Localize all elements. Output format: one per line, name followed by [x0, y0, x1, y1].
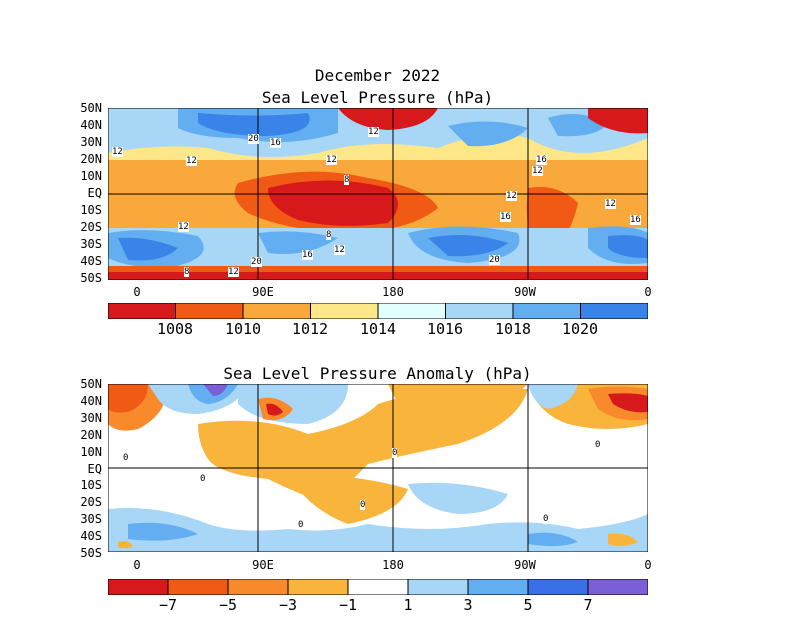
anom-colorbar-label: 3: [463, 596, 473, 614]
anomaly-colorbar: [108, 579, 648, 595]
anom-colorbar-label: −5: [218, 596, 238, 614]
slp-contour-label: 12: [506, 191, 517, 201]
anom-contour-label: 0: [392, 448, 398, 458]
slp-contour-label: 12: [334, 245, 345, 255]
anom-lon-0: 0: [133, 558, 141, 572]
slp-colorbar-label: 1016: [426, 320, 464, 338]
slp-lat-10n: 10N: [80, 169, 102, 183]
anom-colorbar-label: 1: [403, 596, 413, 614]
slp-lat-50n: 50N: [80, 101, 102, 115]
slp-colorbar-label: 1020: [561, 320, 599, 338]
anom-contour-label: 0: [360, 500, 366, 510]
anom-lat-50s: 50S: [80, 546, 102, 560]
slp-contour-label: 20: [248, 134, 259, 144]
anom-lon-90w: 90W: [514, 558, 536, 572]
slp-colorbar-segment: [175, 303, 243, 319]
panel-1-title: Sea Level Pressure (hPa): [261, 88, 494, 107]
slp-contour-label: 16: [500, 212, 511, 222]
anom-lat-30n: 30N: [80, 411, 102, 425]
slp-lat-20n: 20N: [80, 152, 102, 166]
anom-colorbar-segment: [588, 579, 648, 595]
anom-lon-0-east: 0: [644, 558, 652, 572]
slp-lat-50s: 50S: [80, 271, 102, 285]
slp-contour-label: 12: [326, 155, 337, 165]
slp-contour-label: 12: [605, 199, 616, 209]
slp-lat-20s: 20S: [80, 220, 102, 234]
slp-lat-40s: 40S: [80, 254, 102, 268]
slp-contour-label: 16: [270, 138, 281, 148]
slp-contour-label: 12: [368, 127, 379, 137]
slp-lat-40n: 40N: [80, 118, 102, 132]
panel-2-title: Sea Level Pressure Anomaly (hPa): [223, 364, 532, 383]
anom-colorbar-segment: [168, 579, 228, 595]
anom-lat-40s: 40S: [80, 529, 102, 543]
slp-contour-label: 12: [178, 222, 189, 232]
anom-contour-label: 0: [543, 514, 549, 524]
anom-contour-label: 0: [123, 453, 129, 463]
slp-contour-label: 12: [228, 267, 239, 277]
slp-lat-10s: 10S: [80, 203, 102, 217]
slp-contour-label: 20: [489, 255, 500, 265]
slp-lat-eq: EQ: [87, 186, 102, 200]
anom-colorbar-segment: [288, 579, 348, 595]
slp-colorbar-label: 1012: [291, 320, 329, 338]
anom-lat-20n: 20N: [80, 428, 102, 442]
anom-lat-10s: 10S: [80, 478, 102, 492]
slp-colorbar-label: 1014: [359, 320, 397, 338]
anom-lat-10n: 10N: [80, 445, 102, 459]
slp-colorbar-segment: [513, 303, 581, 319]
slp-contour-label: 12: [112, 147, 123, 157]
slp-lon-180: 180: [382, 285, 404, 299]
slp-lon-0: 0: [133, 285, 141, 299]
slp-contour-label: 8: [184, 267, 190, 277]
anom-colorbar-segment: [468, 579, 528, 595]
slp-colorbar-segment: [243, 303, 311, 319]
slp-colorbar-label: 1008: [156, 320, 194, 338]
anom-colorbar-segment: [408, 579, 468, 595]
anom-lat-30s: 30S: [80, 512, 102, 526]
slp-contour-label: 16: [302, 250, 313, 260]
anom-lon-180: 180: [382, 558, 404, 572]
anom-contour-label: 0: [200, 474, 206, 484]
slp-lon-90w: 90W: [514, 285, 536, 299]
slp-contour-label: 16: [630, 215, 641, 225]
slp-contour-label: 12: [186, 156, 197, 166]
slp-contour-label: 12: [532, 166, 543, 176]
slp-contour-label: 16: [536, 155, 547, 165]
anom-lat-40n: 40N: [80, 394, 102, 408]
slp-colorbar-segment: [310, 303, 378, 319]
anom-colorbar-label: −7: [158, 596, 178, 614]
figure-title: December 2022: [314, 66, 441, 85]
slp-lon-0-east: 0: [644, 285, 652, 299]
anom-colorbar-label: −1: [338, 596, 358, 614]
anom-colorbar-segment: [228, 579, 288, 595]
anom-colorbar-segment: [348, 579, 408, 595]
slp-colorbar-segment: [580, 303, 648, 319]
slp-colorbar-label: 1018: [494, 320, 532, 338]
anom-colorbar-label: 7: [583, 596, 593, 614]
anom-lon-90e: 90E: [252, 558, 274, 572]
slp-contour-label: 8: [326, 230, 332, 240]
slp-colorbar: [108, 303, 648, 319]
anom-contour-label: 0: [595, 440, 601, 450]
anomaly-map: [108, 384, 648, 552]
anom-lat-20s: 20S: [80, 495, 102, 509]
anom-colorbar-label: −3: [278, 596, 298, 614]
slp-lon-90e: 90E: [252, 285, 274, 299]
slp-lat-30s: 30S: [80, 237, 102, 251]
anom-colorbar-segment: [528, 579, 588, 595]
slp-colorbar-label: 1010: [224, 320, 262, 338]
slp-colorbar-segment: [378, 303, 446, 319]
anom-contour-label: 0: [298, 520, 304, 530]
slp-contour-label: 20: [251, 257, 262, 267]
slp-colorbar-segment: [445, 303, 513, 319]
slp-lat-30n: 30N: [80, 135, 102, 149]
anom-colorbar-segment: [108, 579, 168, 595]
anom-lat-eq: EQ: [87, 462, 102, 476]
slp-contour-label: 8: [344, 175, 350, 185]
anom-lat-50n: 50N: [80, 377, 102, 391]
slp-colorbar-segment: [108, 303, 176, 319]
anom-colorbar-label: 5: [523, 596, 533, 614]
